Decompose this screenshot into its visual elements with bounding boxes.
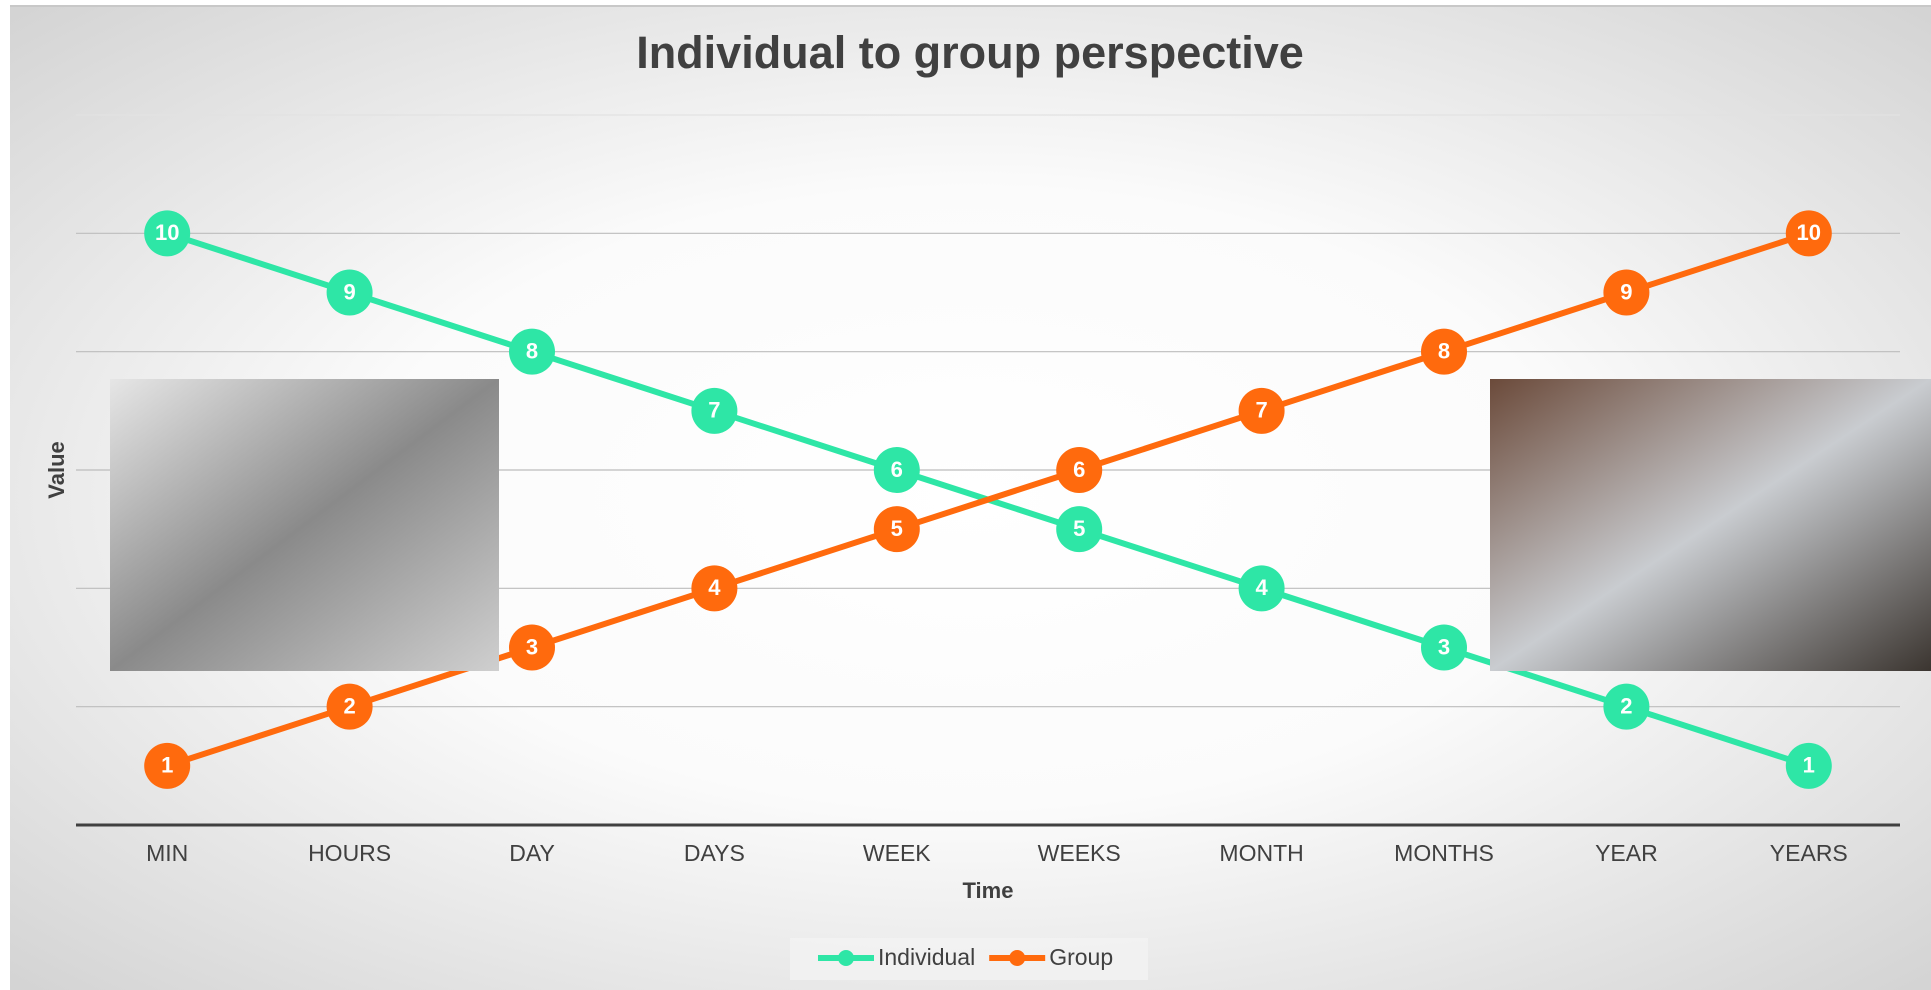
photo-test-tubes [1490,379,1931,671]
data-label: 5 [1073,516,1085,541]
data-label: 6 [891,457,903,482]
data-label: 10 [1797,220,1821,245]
legend-swatch-marker [838,950,854,966]
page: Individual to group perspective Value Ti… [0,0,1931,990]
data-label: 5 [891,516,903,541]
chart-title: Individual to group perspective [636,27,1304,78]
legend-label: Individual [878,944,975,970]
x-axis-title: Time [963,878,1014,903]
data-label: 1 [1803,753,1815,778]
data-label: 4 [1255,575,1268,600]
data-label: 8 [1438,338,1450,363]
x-tick-label: MIN [146,840,188,866]
data-label: 3 [526,634,538,659]
data-label: 3 [1438,634,1450,659]
data-label: 1 [161,753,173,778]
x-tick-label: MONTHS [1394,840,1494,866]
y-axis-title: Value [44,441,69,498]
data-label: 9 [1620,279,1632,304]
data-label: 7 [1255,398,1267,423]
x-tick-label: WEEKS [1038,840,1121,866]
legend: Individual Group [790,938,1148,980]
x-tick-label: YEAR [1595,840,1658,866]
chart: Individual to group perspective Value Ti… [0,0,1931,990]
data-label: 6 [1073,457,1085,482]
data-label: 2 [1620,693,1632,718]
legend-label: Group [1049,944,1113,970]
data-label: 9 [343,279,355,304]
legend-swatch-marker [1009,950,1025,966]
x-tick-label: HOURS [308,840,391,866]
x-tick-label: YEARS [1770,840,1848,866]
x-tick-label: DAYS [684,840,745,866]
data-label: 10 [155,220,179,245]
data-label: 7 [708,398,720,423]
x-tick-label: WEEK [863,840,931,866]
photo-nurse [110,379,499,671]
x-tick-label: DAY [509,840,555,866]
data-label: 4 [708,575,721,600]
data-label: 2 [343,693,355,718]
data-label: 8 [526,338,538,363]
x-tick-label: MONTH [1219,840,1303,866]
